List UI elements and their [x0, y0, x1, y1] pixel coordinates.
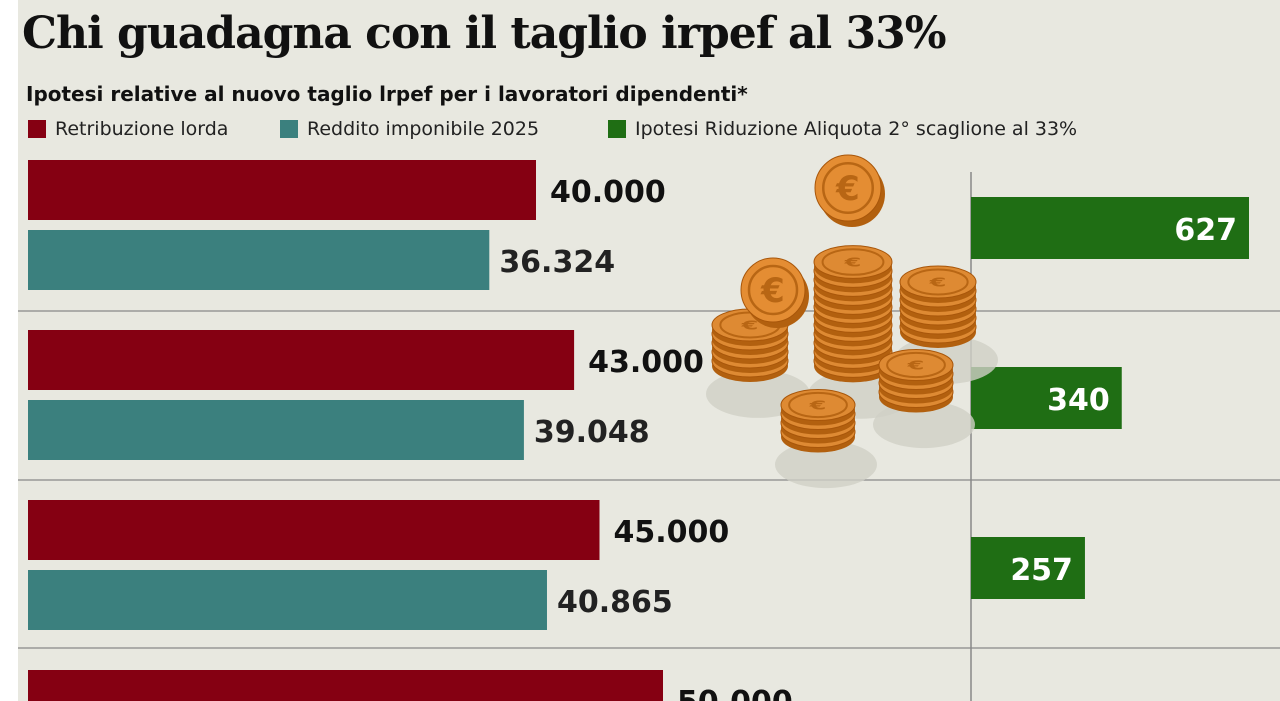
svg-text:€: €	[843, 256, 861, 270]
bar-riduzione-3	[971, 537, 1085, 599]
group-dividers	[18, 310, 1280, 649]
label-reddito-1: 36.324	[499, 245, 615, 280]
legend-swatch-retribuzione	[28, 120, 46, 138]
svg-text:€: €	[928, 276, 946, 290]
bar-reddito-1	[28, 230, 490, 290]
legend-item-reddito: Reddito imponibile 2025	[280, 118, 539, 140]
legend-item-retribuzione: Retribuzione lorda	[28, 118, 228, 140]
legend-item-riduzione: Ipotesi Riduzione Aliquota 2° scaglione …	[608, 118, 1077, 140]
bar-retribuzione-1	[28, 160, 536, 220]
label-riduzione-2: 340	[1047, 383, 1110, 418]
bar-riduzione-2	[971, 367, 1122, 429]
bar-retribuzione-3	[28, 500, 600, 560]
label-retribuzione-1: 40.000	[550, 175, 666, 210]
label-retribuzione-3: 45.000	[614, 515, 730, 550]
svg-text:€: €	[835, 169, 860, 209]
svg-text:€: €	[808, 399, 826, 413]
svg-text:€: €	[740, 319, 758, 333]
svg-text:€: €	[906, 359, 924, 373]
chart-title: Chi guadagna con il taglio irpef al 33%	[22, 8, 947, 59]
label-reddito-2: 39.048	[534, 415, 650, 450]
bar-chart: 40.000 43.000 45.000 50.000 36.324 39.048 40.8…	[18, 154, 1280, 701]
legend-label-retribuzione: Retribuzione lorda	[55, 118, 229, 140]
bar-reddito-3	[28, 570, 547, 630]
bar-retribuzione-2	[28, 330, 575, 390]
label-retribuzione-4: 50.000	[677, 685, 793, 701]
chart-canvas: Chi guadagna con il taglio irpef al 33% …	[18, 0, 1280, 701]
legend-swatch-reddito	[280, 120, 298, 138]
legend-swatch-riduzione	[608, 120, 626, 138]
label-retribuzione-2: 43.000	[588, 345, 704, 380]
bar-retribuzione-4	[28, 670, 663, 701]
bar-reddito-2	[28, 400, 524, 460]
label-riduzione-3: 257	[1010, 553, 1073, 588]
bar-riduzione-1	[971, 197, 1249, 259]
legend-label-reddito: Reddito imponibile 2025	[307, 118, 540, 140]
label-riduzione-1: 627	[1174, 213, 1237, 248]
chart-subtitle: Ipotesi relative al nuovo taglio lrpef p…	[26, 82, 748, 106]
label-reddito-3: 40.865	[557, 585, 673, 620]
svg-text:€: €	[760, 271, 785, 311]
euro-coins-icon: €€€€€€€	[706, 154, 998, 489]
bars-layer: 40.000 43.000 45.000 50.000 36.324 39.048 40.8…	[28, 160, 1249, 701]
legend-label-riduzione: Ipotesi Riduzione Aliquota 2° scaglione …	[635, 118, 1078, 140]
